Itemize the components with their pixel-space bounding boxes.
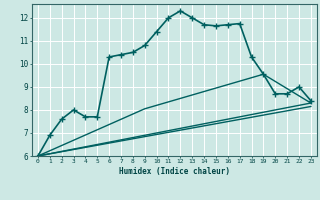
X-axis label: Humidex (Indice chaleur): Humidex (Indice chaleur) [119,167,230,176]
